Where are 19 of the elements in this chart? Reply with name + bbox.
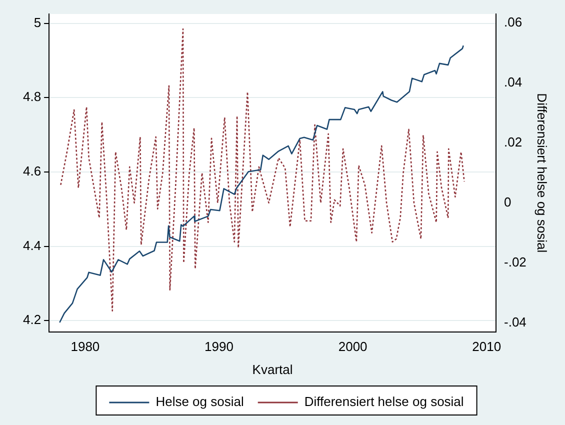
y-tick-label: 4.6: [22, 164, 42, 179]
y2-tick-label: 0: [504, 194, 512, 210]
y-tick-label: 4.2: [22, 312, 42, 328]
x-tick-label: 2000: [338, 339, 368, 354]
y2-tick-label: .06: [504, 14, 522, 30]
x-tick-label: 1980: [70, 339, 100, 354]
y2-tick-label: .02: [504, 134, 522, 150]
y-tick-label: 4.4: [22, 238, 42, 253]
y2-tick-label: .04: [504, 74, 522, 90]
y2-tick-label: -.04: [504, 314, 526, 330]
legend-label: Differensiert helse og sosial: [304, 394, 464, 410]
x-tick-label: 1990: [204, 339, 234, 354]
x-tick-label: 2010: [472, 339, 502, 354]
y2-tick-label: -.02: [504, 254, 526, 270]
y2-axis-title: Differensiert helse og sosial: [534, 93, 550, 253]
y-tick-label: 4.8: [22, 89, 42, 104]
y-tick-label: 5: [34, 14, 42, 30]
legend-label: Helse og sosial: [156, 394, 244, 410]
x-axis-title: Kvartal: [252, 362, 293, 377]
